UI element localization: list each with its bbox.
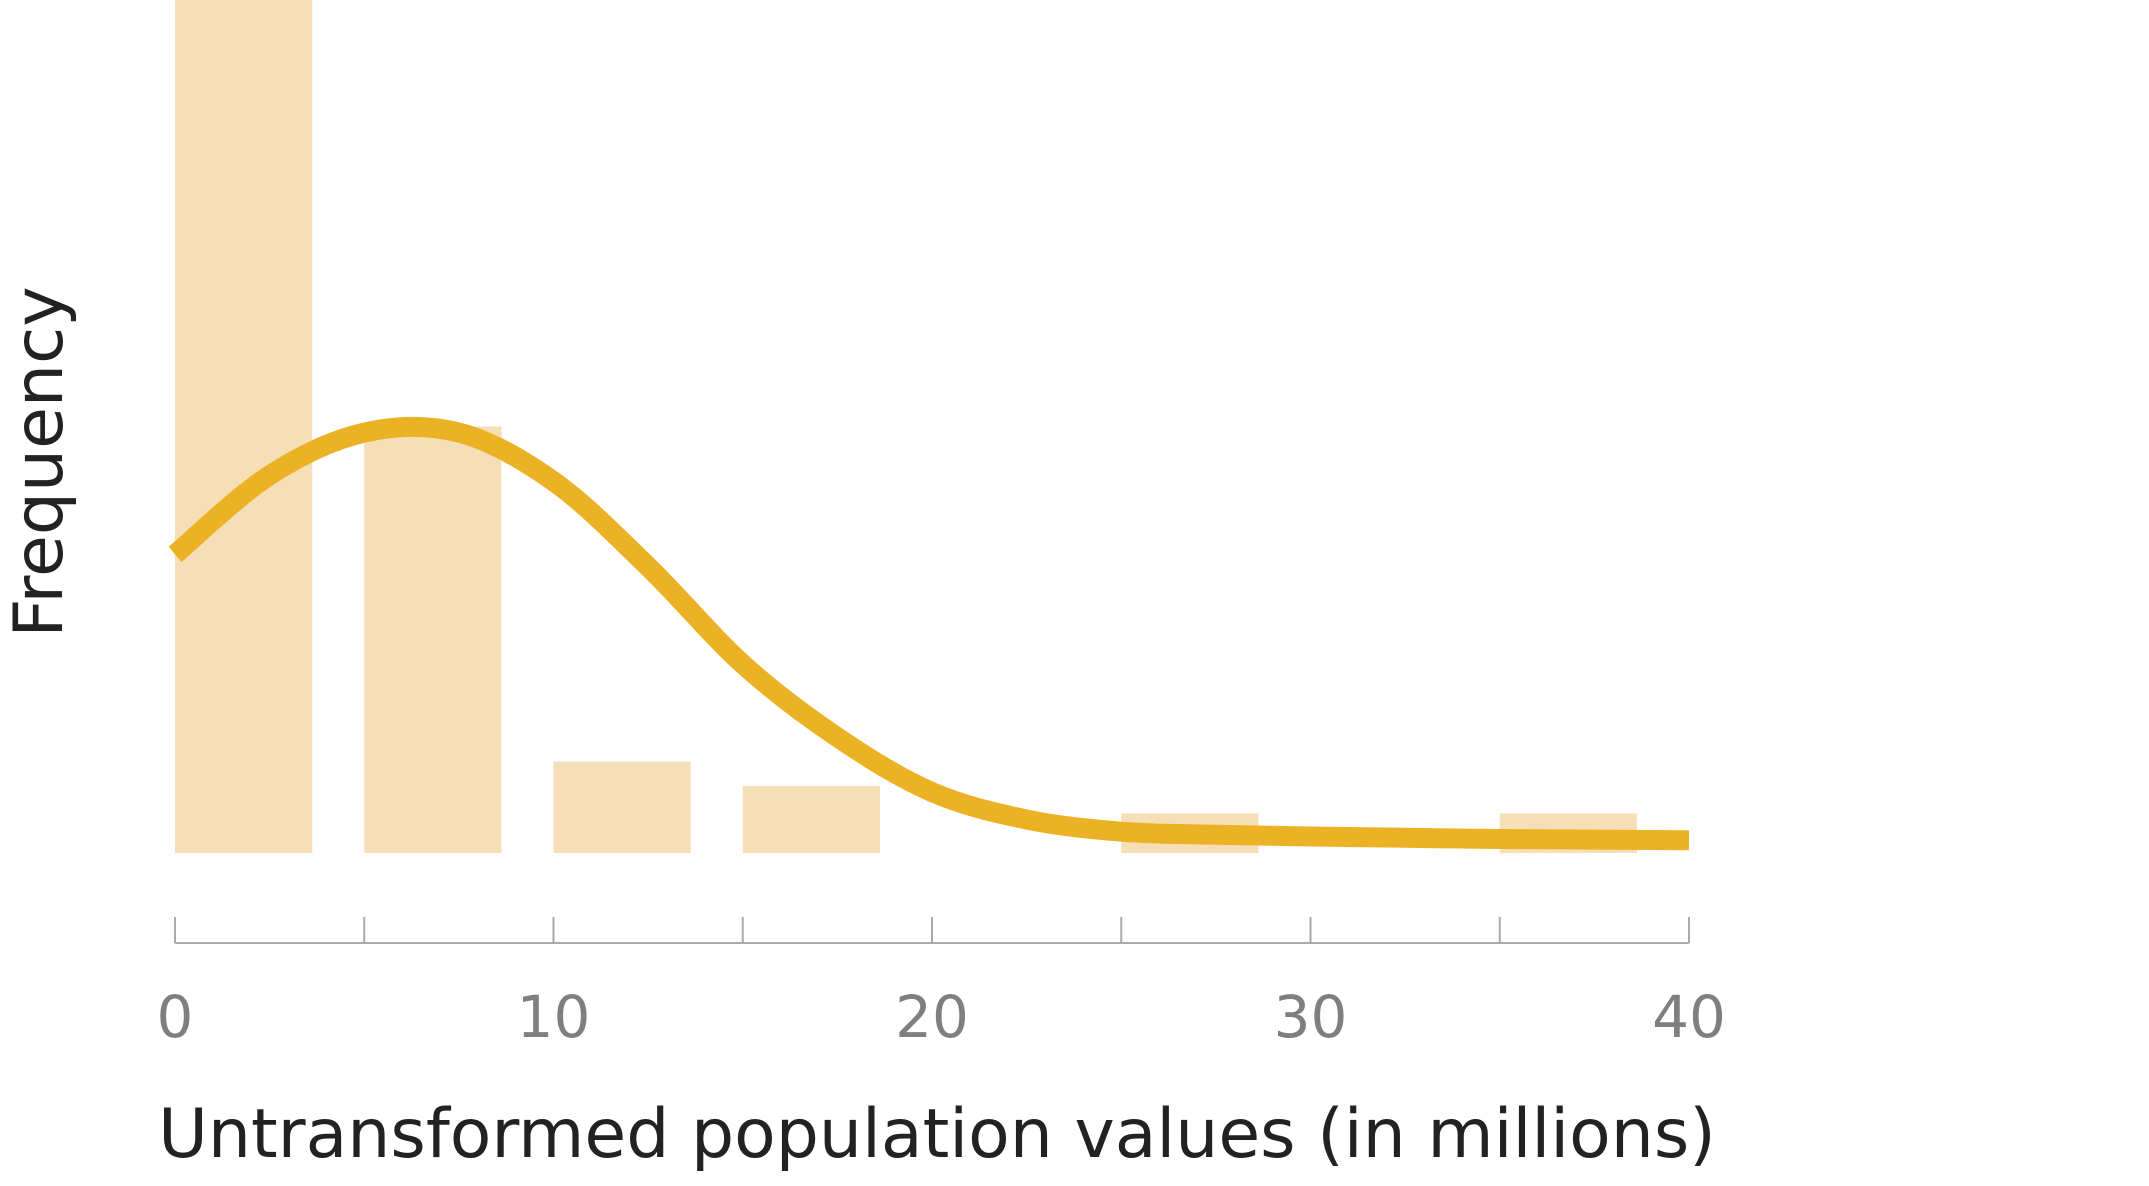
histogram-bar xyxy=(364,426,502,853)
x-tick-labels: 0 10 20 30 40 xyxy=(157,983,1726,1051)
x-tick-label: 10 xyxy=(517,983,591,1051)
histogram-bar xyxy=(175,0,313,853)
density-curve xyxy=(168,416,1690,851)
x-tick-label: 0 xyxy=(157,983,194,1051)
x-tick-label: 40 xyxy=(1652,983,1726,1051)
x-tick-label: 20 xyxy=(895,983,969,1051)
y-axis-title: Frequency xyxy=(0,286,79,637)
histogram-bar xyxy=(742,785,880,853)
x-tick-label: 30 xyxy=(1274,983,1348,1051)
histogram-bar xyxy=(553,761,691,853)
x-axis xyxy=(174,917,1690,944)
x-axis-title: Untransformed population values (in mill… xyxy=(158,1095,1716,1174)
